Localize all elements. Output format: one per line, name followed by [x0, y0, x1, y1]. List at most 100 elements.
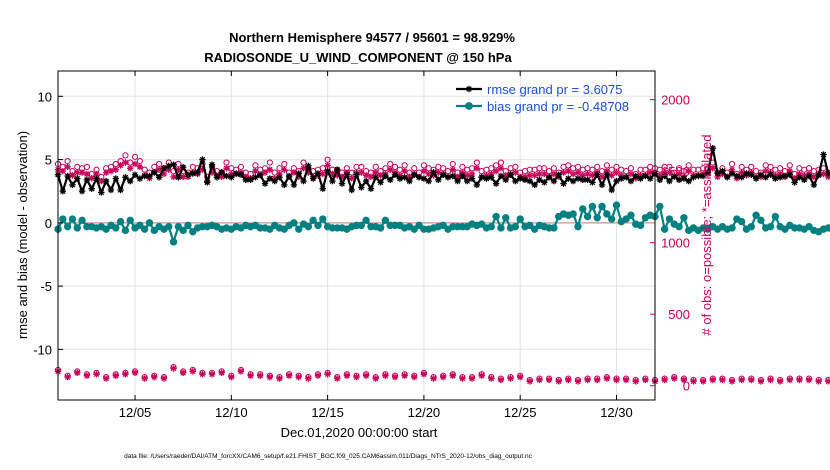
obs-possible-marker	[449, 160, 456, 168]
marker-stroke	[642, 377, 649, 383]
obs-possible-marker	[493, 162, 500, 169]
marker-stroke	[353, 171, 360, 178]
marker-stroke	[748, 171, 755, 178]
rmse-data-point	[550, 177, 558, 185]
rmse-data-point	[425, 177, 432, 185]
obs-assimilated-marker	[155, 166, 163, 173]
marker-stroke	[223, 173, 230, 179]
obs-assimilated-marker	[675, 170, 683, 178]
rmse-data-point	[646, 175, 654, 182]
rmse-data-point	[748, 171, 755, 178]
rmse-data-point	[704, 169, 712, 176]
rmse-data-point	[613, 177, 620, 185]
marker-stroke	[257, 372, 263, 379]
obs-assimilated-marker-low	[228, 373, 235, 381]
obs-possible-marker	[738, 163, 745, 170]
marker-stroke	[127, 165, 133, 172]
rmse-data-point	[415, 174, 423, 181]
obs-assimilated-marker-low	[343, 372, 351, 379]
rmse-data-point	[632, 172, 639, 180]
obs-assimilated-marker	[136, 163, 144, 171]
marker-stroke	[103, 178, 109, 184]
marker-stroke	[320, 185, 326, 192]
marker-stroke	[425, 171, 432, 177]
marker-stroke	[64, 173, 71, 179]
marker-stroke	[685, 178, 692, 184]
rmse-data-point	[483, 175, 490, 182]
bias-data-point	[362, 216, 370, 225]
rmse-data-point	[358, 184, 365, 191]
marker-stroke	[161, 171, 167, 177]
bias-data-point	[63, 222, 72, 231]
rmse-data-point	[194, 169, 201, 176]
marker-stroke	[820, 151, 827, 158]
bias-data-point	[511, 222, 520, 231]
marker-stroke	[666, 178, 673, 184]
rmse-data-point	[165, 162, 172, 170]
right-tick-label: 0	[683, 379, 690, 394]
marker-stroke	[695, 173, 702, 179]
marker-stroke	[238, 171, 244, 178]
marker-stroke	[300, 178, 307, 184]
bias-data-point	[116, 217, 125, 226]
obs-possible-marker	[512, 163, 519, 170]
rmse-data-point	[733, 172, 741, 180]
rmse-data-point	[574, 175, 582, 182]
marker-stroke	[710, 165, 716, 172]
marker-stroke	[618, 175, 625, 182]
bias-data-point	[169, 238, 178, 246]
obs-assimilated-marker-low	[709, 376, 716, 384]
bias-data-point	[805, 222, 813, 231]
obs-assimilated-marker-low	[257, 372, 264, 379]
bias-data-point	[752, 211, 760, 219]
obs-assimilated-marker-low	[439, 373, 447, 381]
obs-possible-marker	[300, 159, 307, 166]
rmse-data-point	[497, 172, 505, 180]
obs-assimilated-marker-low	[276, 375, 283, 382]
rmse-data-point	[247, 176, 254, 184]
rmse-data-point	[98, 189, 105, 196]
marker-stroke	[382, 173, 389, 179]
marker-stroke	[435, 177, 442, 183]
rmse-data-point	[512, 177, 519, 185]
marker-stroke	[271, 178, 278, 184]
marker-stroke	[734, 173, 740, 179]
rmse-data-point	[810, 181, 818, 189]
rmse-data-point	[387, 176, 394, 184]
obs-assimilated-marker	[810, 173, 818, 181]
marker-stroke	[440, 171, 446, 178]
marker-stroke	[690, 174, 697, 181]
marker-stroke	[421, 371, 427, 378]
rmse-data-point	[724, 174, 731, 181]
marker-stroke	[305, 375, 312, 382]
marker-stroke	[209, 371, 215, 378]
marker-stroke	[632, 378, 639, 385]
obs-assimilated-marker	[420, 167, 428, 175]
marker-stroke	[190, 368, 196, 375]
obs-assimilated-marker	[550, 170, 558, 178]
bias-data-point	[112, 224, 120, 232]
obs-assimilated-marker	[512, 169, 519, 176]
rmse-data-point	[675, 176, 683, 184]
marker-stroke	[541, 171, 548, 177]
marker-stroke	[88, 185, 95, 192]
obs-assimilated-marker-low	[449, 372, 456, 379]
x-tick-label: 12/25	[504, 405, 537, 420]
obs-assimilated-marker	[425, 170, 432, 178]
obs-possible-marker	[391, 163, 399, 170]
obs-assimilated-marker	[69, 172, 76, 179]
marker-stroke	[93, 371, 100, 378]
right-axis-label: # of obs: o=possible; *=assimilated	[699, 135, 714, 336]
marker-stroke	[628, 171, 634, 177]
grid-lines	[58, 71, 655, 400]
legend-marker	[465, 85, 473, 93]
obs-assimilated-marker	[102, 169, 110, 176]
marker-stroke	[387, 166, 393, 173]
marker-stroke	[267, 374, 273, 380]
rmse-data-point	[743, 170, 750, 177]
obs-assimilated-marker	[324, 162, 331, 169]
y-tick-label: -10	[33, 342, 52, 357]
marker-stroke	[507, 375, 514, 382]
marker-stroke	[84, 372, 90, 379]
obs-assimilated-marker	[709, 165, 716, 172]
